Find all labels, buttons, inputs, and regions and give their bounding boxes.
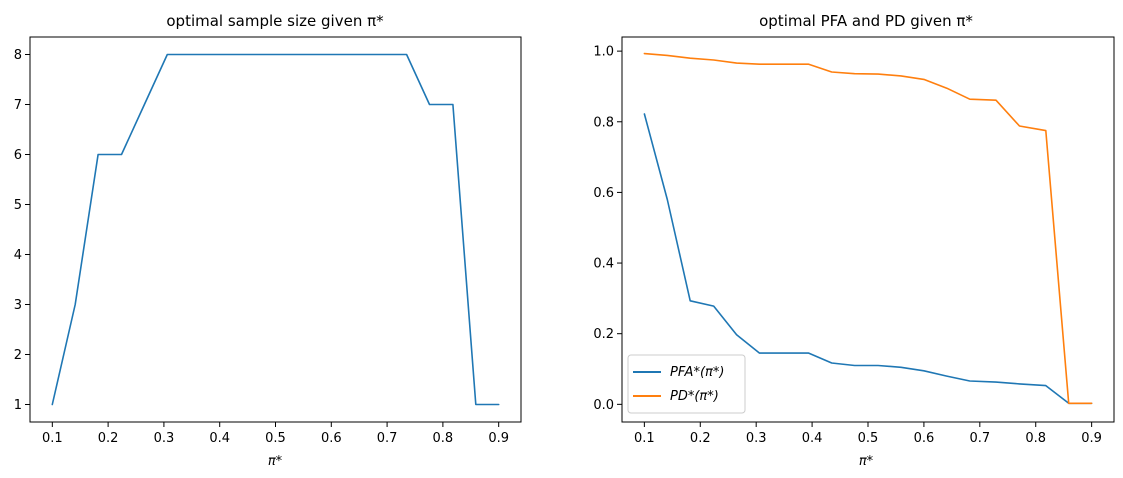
y-axis-ticks: 0.0 0.2 0.4 0.6 0.8 1.0 xyxy=(593,45,622,413)
x-tick-label: 0.9 xyxy=(1081,431,1102,446)
x-tick-label: 0.2 xyxy=(690,431,711,446)
x-tick-label: 0.6 xyxy=(321,431,342,446)
sample-size-chart: optimal sample size given π* 0.1 0.2 0.3 0.… xyxy=(14,12,522,469)
series-line-1 xyxy=(643,52,1093,405)
y-tick-label: 3 xyxy=(14,298,22,313)
chart-title: optimal PFA and PD given π* xyxy=(759,12,973,30)
y-tick-label: 8 xyxy=(14,48,22,63)
pfa-pd-chart: optimal PFA and PD given π* 0.1 0.2 0.3 0.4… xyxy=(593,12,1115,469)
x-tick-label: 0.7 xyxy=(377,431,398,446)
chart-title: optimal sample size given π* xyxy=(166,12,384,30)
y-tick-label: 0.6 xyxy=(593,186,614,201)
y-tick-label: 7 xyxy=(14,98,22,113)
series-group xyxy=(643,52,1093,405)
y-tick-label: 2 xyxy=(14,348,22,363)
legend-box xyxy=(627,354,746,414)
x-tick-label: 0.5 xyxy=(265,431,286,446)
x-tick-label: 0.3 xyxy=(154,431,175,446)
y-tick-label: 1 xyxy=(14,398,22,413)
y-tick-label: 6 xyxy=(14,148,22,163)
x-tick-label: 0.4 xyxy=(209,431,230,446)
x-axis-label: π* xyxy=(268,454,283,469)
x-axis-ticks: 0.1 0.2 0.3 0.4 0.5 0.6 0.7 0.8 0.9 xyxy=(42,422,509,446)
x-axis-label: π* xyxy=(859,454,874,469)
x-tick-label: 0.5 xyxy=(858,431,879,446)
x-tick-label: 0.3 xyxy=(746,431,767,446)
y-axis-ticks: 1 2 3 4 5 6 7 8 xyxy=(14,48,30,413)
x-tick-label: 0.7 xyxy=(969,431,990,446)
series-line-0 xyxy=(51,53,500,406)
legend-label-pfa: PFA*(π*) xyxy=(670,365,724,380)
x-tick-label: 0.6 xyxy=(914,431,935,446)
x-tick-label: 0.8 xyxy=(1025,431,1046,446)
series-group xyxy=(51,53,500,406)
y-tick-label: 0.4 xyxy=(593,257,614,272)
y-tick-label: 0.8 xyxy=(593,115,614,130)
y-tick-label: 0.0 xyxy=(593,398,614,413)
y-tick-label: 5 xyxy=(14,198,22,213)
legend-label-pd: PD*(π*) xyxy=(670,389,719,404)
legend: PFA*(π*) PD*(π*) xyxy=(627,354,746,414)
x-tick-label: 0.8 xyxy=(433,431,454,446)
series-line-0 xyxy=(643,113,1093,405)
x-tick-label: 0.9 xyxy=(488,431,509,446)
x-tick-label: 0.4 xyxy=(802,431,823,446)
x-tick-label: 0.2 xyxy=(98,431,119,446)
plot-frame xyxy=(621,36,1115,423)
x-tick-label: 0.1 xyxy=(634,431,655,446)
x-axis-ticks: 0.1 0.2 0.3 0.4 0.5 0.6 0.7 0.8 0.9 xyxy=(634,422,1102,446)
plot-frame xyxy=(29,36,522,423)
y-tick-label: 0.2 xyxy=(593,327,614,342)
y-tick-label: 4 xyxy=(14,248,22,263)
x-tick-label: 0.1 xyxy=(42,431,63,446)
y-tick-label: 1.0 xyxy=(593,45,614,60)
